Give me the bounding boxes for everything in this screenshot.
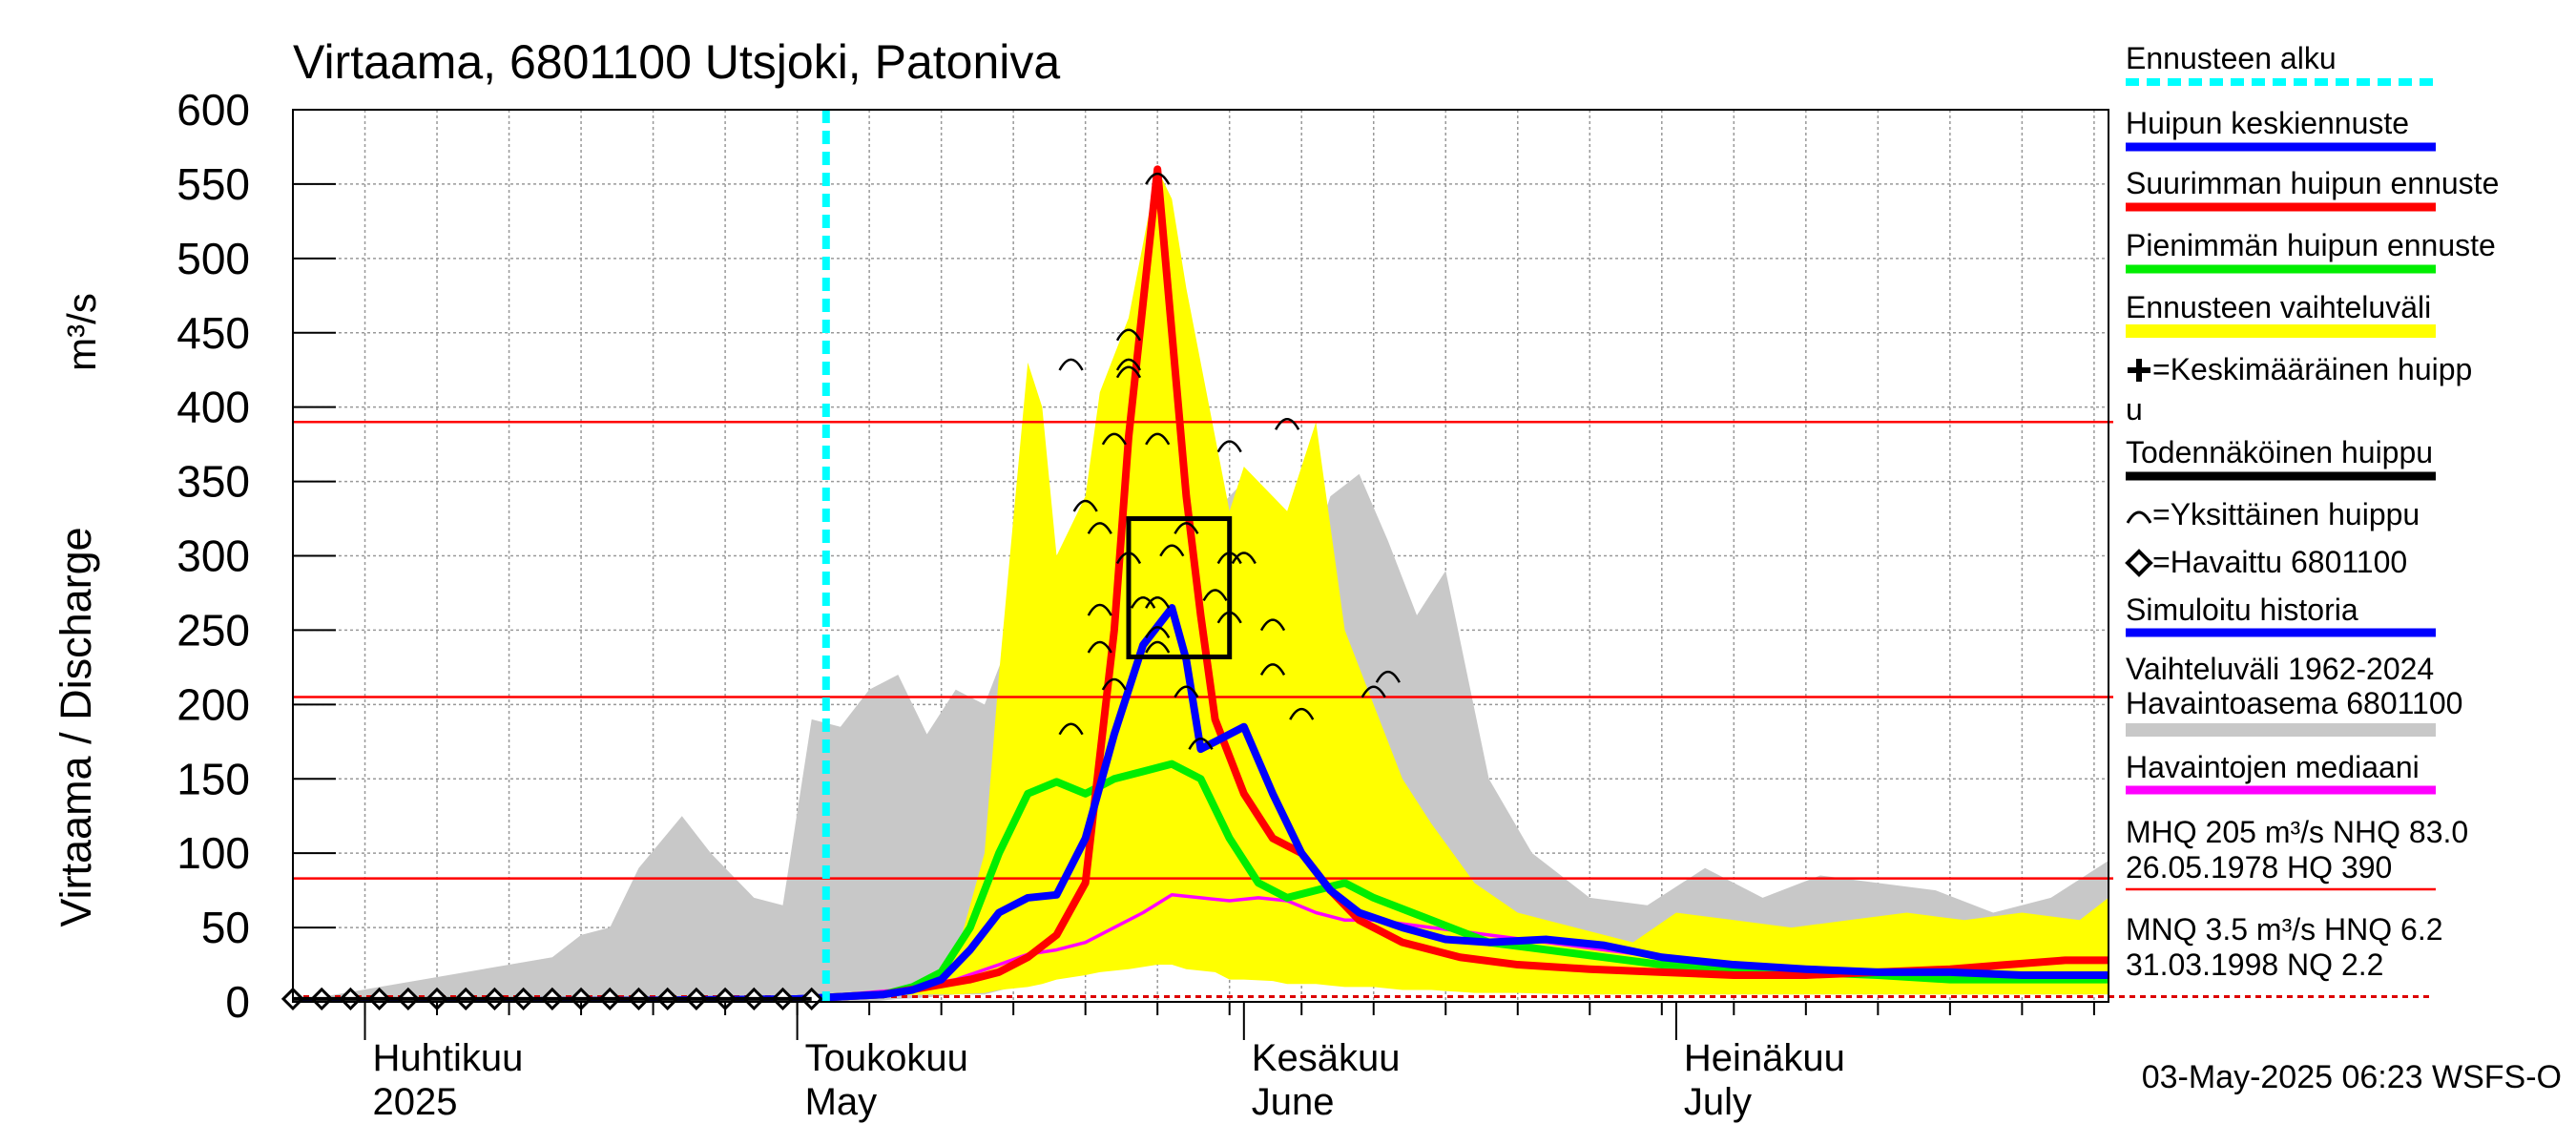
stats-mnq-line2: 31.03.1998 NQ 2.2 — [2126, 947, 2383, 982]
x-month-label-en: June — [1252, 1081, 1335, 1123]
peak-marker — [1087, 640, 1112, 654]
x-month-label-en: May — [805, 1081, 878, 1123]
x-month-label-fi: Heinäkuu — [1684, 1037, 1845, 1079]
peak-marker — [1145, 432, 1171, 446]
legend-swatch-band — [2126, 723, 2436, 737]
peak-marker — [1375, 670, 1401, 683]
y-axis-unit: m³/s — [59, 293, 104, 371]
stats-mnq-line1: MNQ 3.5 m³/s HNQ 6.2 — [2126, 912, 2443, 947]
y-tick-label: 100 — [177, 828, 250, 878]
y-tick-label: 450 — [177, 308, 250, 358]
peak-marker — [1087, 522, 1112, 534]
peak-marker — [1058, 358, 1084, 371]
y-axis-label-group: Virtaama / Discharge m³/s — [52, 293, 104, 927]
peak-marker — [1259, 663, 1286, 676]
peak-marker — [1115, 365, 1142, 379]
y-tick-label: 400 — [177, 383, 250, 432]
y-tick-label: 550 — [177, 159, 250, 209]
legend-label: Pienimmän huipun ennuste — [2126, 228, 2496, 262]
peak-marker — [1115, 328, 1142, 342]
stats-mhq-line2: 26.05.1978 HQ 390 — [2126, 850, 2392, 885]
legend-diamond-icon — [2125, 549, 2153, 577]
legend-label-cont: u — [2126, 392, 2143, 427]
y-tick-label: 150 — [177, 754, 250, 803]
x-month-label-fi: Kesäkuu — [1252, 1037, 1401, 1079]
peak-marker — [1174, 685, 1199, 698]
series-line — [825, 165, 2109, 1002]
peak-marker — [1231, 552, 1257, 565]
peak-marker — [1289, 707, 1315, 720]
peak-marker — [1145, 596, 1171, 609]
x-month-label-fi: Huhtikuu — [373, 1037, 524, 1079]
peak-marker — [1101, 432, 1127, 446]
y-tick-label: 250 — [177, 605, 250, 655]
series-line — [825, 760, 2109, 1002]
peak-marker — [1072, 499, 1098, 512]
peak-marker — [1275, 418, 1300, 430]
peak-marker — [1058, 722, 1084, 736]
peak-marker — [1361, 685, 1386, 698]
x-month-label-fi: Toukokuu — [805, 1037, 968, 1079]
legend-label-cont: Havaintoasema 6801100 — [2126, 686, 2462, 720]
individual-peaks — [1058, 172, 1401, 750]
reference-lines — [293, 421, 2433, 999]
y-axis-ticks: 0 50 100 150 200 250 300 350 400 450 500 550 600 — [177, 85, 336, 1027]
legend-label: Ennusteen alku — [2126, 41, 2337, 75]
x-month-label-en: July — [1684, 1081, 1752, 1123]
observed-points — [280, 987, 823, 1011]
y-tick-label: 50 — [201, 903, 250, 952]
legend-plus-icon — [2128, 359, 2150, 382]
legend: Ennusteen alku Huipun keskiennuste Suurimm… — [2125, 41, 2499, 982]
stats-mhq-line1: MHQ 205 m³/s NHQ 83.0 — [2126, 815, 2468, 849]
legend-label: Huipun keskiennuste — [2126, 106, 2409, 140]
probable-peak-box — [1126, 516, 1233, 659]
peak-marker — [1202, 589, 1228, 602]
legend-label: =Yksittäinen huippu — [2152, 497, 2420, 531]
chart-title: Virtaama, 6801100 Utsjoki, Patoniva — [293, 35, 1060, 89]
peak-marker — [1145, 172, 1171, 185]
x-month-label-en: 2025 — [373, 1081, 458, 1123]
legend-label: =Keskimääräinen huipp — [2152, 352, 2472, 386]
legend-label: =Havaittu 6801100 — [2152, 545, 2407, 579]
y-tick-label: 0 — [225, 977, 250, 1027]
y-tick-label: 500 — [177, 234, 250, 283]
legend-label: Simuloitu historia — [2126, 593, 2358, 627]
series-line — [825, 604, 2109, 1002]
peak-marker — [1188, 738, 1214, 750]
legend-label: Suurimman huipun ennuste — [2126, 166, 2499, 200]
peak-marker — [1159, 544, 1185, 557]
peak-marker — [1145, 640, 1171, 654]
peak-marker — [1115, 358, 1142, 371]
legend-label: Ennusteen vaihteluväli — [2126, 290, 2431, 324]
legend-label: Havaintojen mediaani — [2126, 750, 2420, 784]
peak-marker — [1101, 677, 1127, 691]
band-forecast-range — [825, 169, 2109, 998]
y-tick-label: 350 — [177, 457, 250, 507]
peak-marker — [1145, 626, 1171, 639]
y-tick-label: 200 — [177, 679, 250, 729]
peak-marker — [1087, 603, 1112, 616]
legend-swatch-band — [2126, 324, 2436, 338]
peak-marker — [1216, 440, 1242, 453]
footer-timestamp: 03-May-2025 06:23 WSFS-O — [2142, 1059, 2562, 1095]
peak-marker — [1130, 596, 1156, 609]
y-axis-label: Virtaama / Discharge — [52, 527, 100, 926]
legend-label: Todennäköinen huippu — [2126, 435, 2433, 469]
legend-label: Vaihteluväli 1962-2024 — [2126, 652, 2434, 686]
y-tick-label: 300 — [177, 531, 250, 581]
peak-marker — [1174, 522, 1199, 534]
legend-arch-icon — [2126, 510, 2152, 524]
peak-marker — [1259, 618, 1286, 632]
y-tick-label: 600 — [177, 85, 250, 135]
